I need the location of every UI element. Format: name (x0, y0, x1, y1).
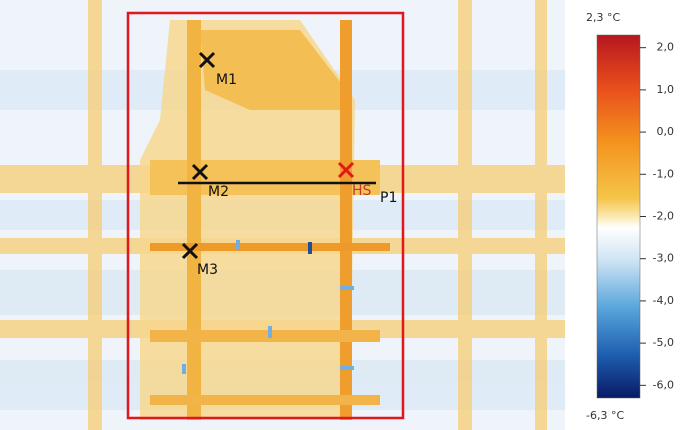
marker-label: M3 (197, 262, 218, 278)
tick-label: -2,0 (653, 210, 674, 223)
scale-max-label: 2,3 °C (586, 11, 620, 24)
color-bar (597, 35, 640, 398)
marker-label: M1 (216, 72, 237, 88)
tick-label: -6,0 (653, 378, 674, 391)
tick-label: 0,0 (657, 125, 675, 138)
tick-label: 2,0 (657, 41, 675, 54)
tick-label: -5,0 (653, 336, 674, 349)
scale-min-label: -6,3 °C (586, 409, 624, 422)
tick-label: -1,0 (653, 167, 674, 180)
screenshot: M1 M2 M3 HS P1 2,3 °C -6,3 °C 2,0 1,0 0,0 -… (0, 0, 680, 430)
page: M1 M2 M3 HS P1 2,3 °C -6,3 °C 2,0 1,0 0,0 -… (0, 0, 680, 430)
marker-label: P1 (380, 190, 397, 206)
tick-label: 1,0 (657, 83, 675, 96)
marker-label: M2 (208, 184, 229, 200)
marker-label: HS (352, 183, 372, 199)
thermal-image (0, 0, 565, 430)
tick-label: -3,0 (653, 252, 674, 265)
tick-label: -4,0 (653, 294, 674, 307)
